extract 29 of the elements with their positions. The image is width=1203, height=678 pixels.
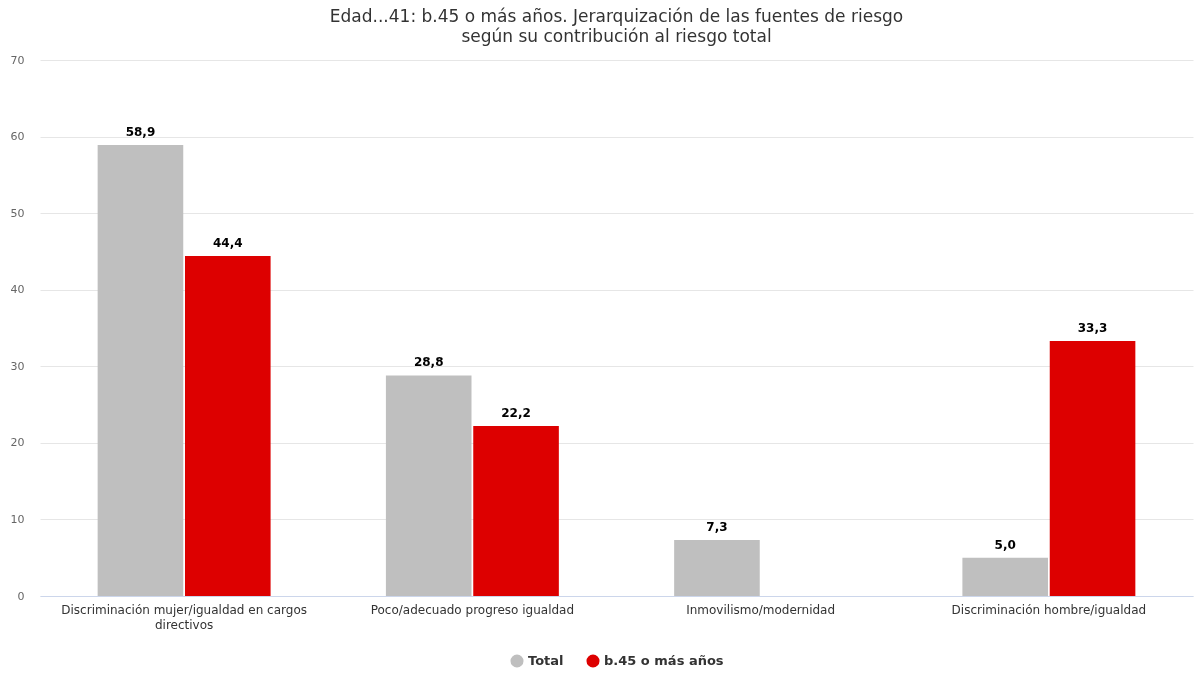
data-label: 5,0 xyxy=(994,537,1016,552)
y-tick-label: 30 xyxy=(10,359,25,373)
legend-label: b.45 o más años xyxy=(604,653,724,668)
bar xyxy=(385,375,472,596)
bar xyxy=(185,256,271,596)
y-tick-label: 0 xyxy=(17,589,25,603)
x-tick-label: Discriminación mujer/igualdad en cargos directivos xyxy=(61,602,307,632)
bar xyxy=(1049,341,1136,596)
y-tick-label: 20 xyxy=(10,436,25,450)
data-label: 22,2 xyxy=(501,406,531,421)
bar xyxy=(962,557,1048,596)
bar xyxy=(473,426,559,596)
y-tick-label: 40 xyxy=(10,283,25,297)
bar xyxy=(97,144,184,596)
data-label: 44,4 xyxy=(212,236,243,251)
data-label: 58,9 xyxy=(125,124,156,139)
y-tick-label: 70 xyxy=(10,53,25,67)
bar xyxy=(674,540,760,596)
data-label: 28,8 xyxy=(413,355,444,370)
chart-title: Edad...41: b.45 o más años. Jerarquización de las fuentes de riesgo según su contribución al riesgo total xyxy=(329,6,904,46)
x-tick-label: Poco/adecuado progreso igualdad xyxy=(370,602,575,617)
x-tick-label: Discriminación hombre/igualdad xyxy=(951,602,1147,617)
y-tick-label: 60 xyxy=(10,130,25,144)
y-tick-label: 50 xyxy=(10,206,25,220)
data-label: 33,3 xyxy=(1077,321,1108,336)
x-tick-label: Inmovilismo/modernidad xyxy=(686,602,836,617)
legend-label: Total xyxy=(528,653,564,668)
y-tick-label: 10 xyxy=(10,512,25,526)
data-label: 7,3 xyxy=(706,520,728,535)
